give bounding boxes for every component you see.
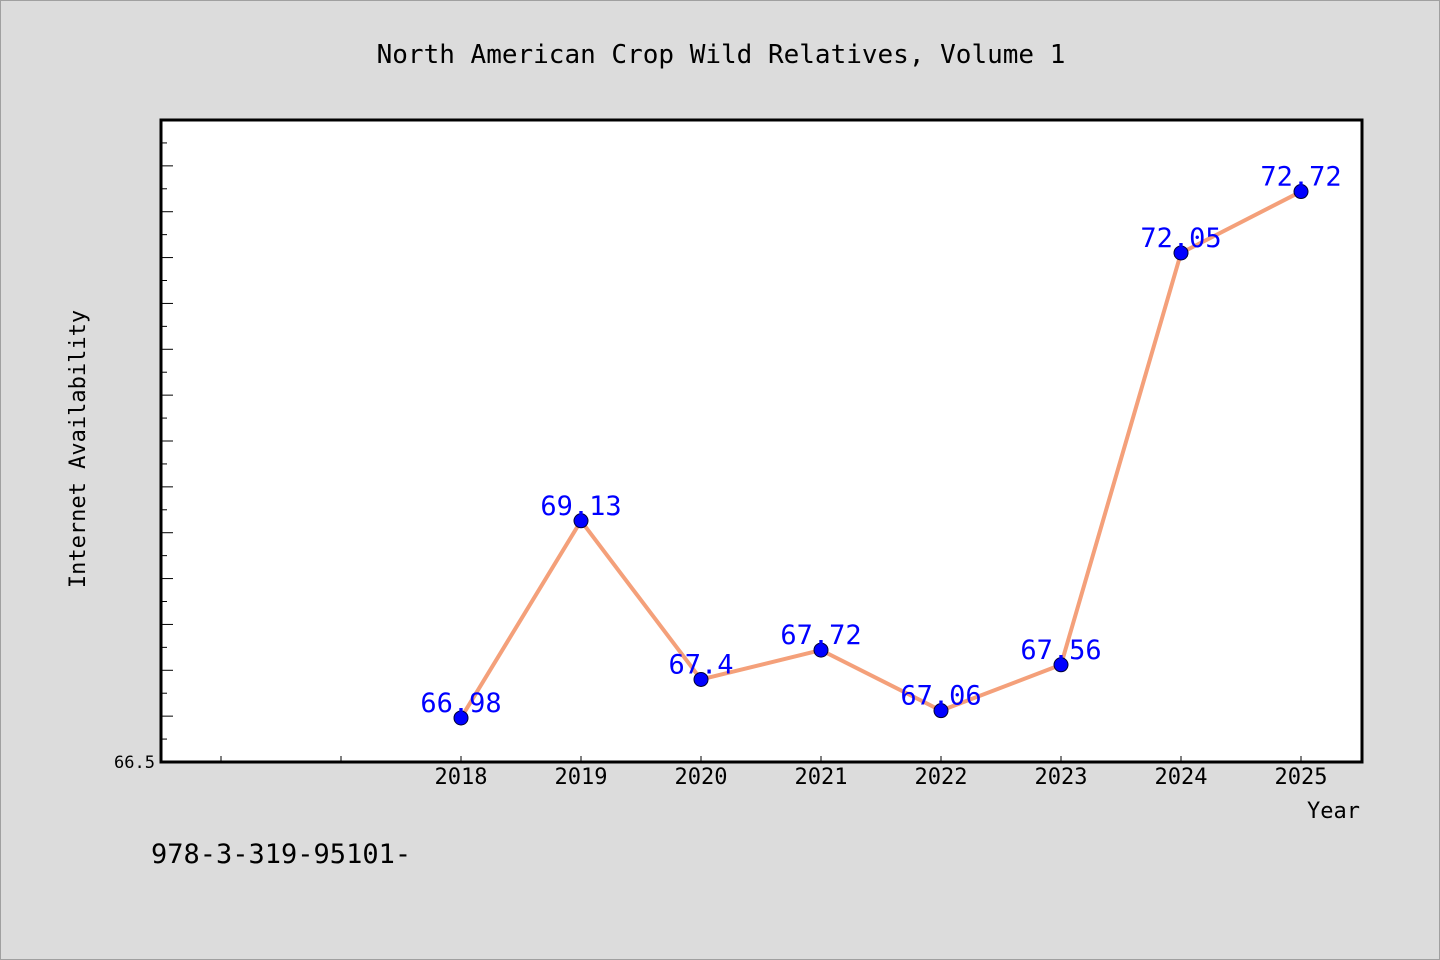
data-point bbox=[1173, 245, 1189, 261]
x-axis-tick-label: 2025 bbox=[1275, 765, 1328, 790]
x-axis-tick-label: 2024 bbox=[1155, 765, 1208, 790]
data-point bbox=[1293, 184, 1309, 200]
data-point bbox=[453, 710, 469, 726]
chart-title: North American Crop Wild Relatives, Volu… bbox=[377, 40, 1066, 70]
data-label: 67.72 bbox=[780, 620, 861, 651]
x-axis-label: Year bbox=[1307, 799, 1360, 824]
data-point bbox=[693, 671, 709, 687]
plot-area bbox=[159, 118, 1364, 764]
data-point bbox=[573, 513, 589, 529]
x-axis-tick-label: 2019 bbox=[555, 765, 608, 790]
y-axis-label: Internet Availability bbox=[66, 310, 91, 588]
y-axis-tick-labels: 66.5 bbox=[114, 753, 155, 773]
data-label: 67.4 bbox=[668, 649, 733, 680]
data-label: 72.72 bbox=[1260, 162, 1341, 193]
x-axis-tick-label: 2018 bbox=[435, 765, 488, 790]
data-label: 67.56 bbox=[1020, 635, 1101, 666]
series-1: 66.98 69.13 67.4 67.72 67.06 67.56 72.05 72.72 bbox=[420, 162, 1342, 726]
data-point bbox=[933, 703, 949, 719]
data-point bbox=[1053, 657, 1069, 673]
x-axis-tick-labels: 2018 2019 2020 2021 2022 2023 2024 2025 bbox=[435, 765, 1328, 790]
data-point bbox=[813, 642, 829, 658]
data-label: 69.13 bbox=[540, 491, 621, 522]
x-axis-tick-label: 2022 bbox=[915, 765, 968, 790]
x-axis-tick-label: 2021 bbox=[795, 765, 848, 790]
data-label: 67.06 bbox=[900, 681, 981, 712]
series-line bbox=[459, 189, 1302, 720]
x-axis-ticks bbox=[220, 756, 1302, 762]
x-axis-tick-label: 2023 bbox=[1035, 765, 1088, 790]
y-axis-tick-label: 66.5 bbox=[114, 753, 155, 773]
x-axis-tick-label: 2020 bbox=[675, 765, 728, 790]
data-label: 72.05 bbox=[1140, 223, 1221, 254]
isbn-footer-text: 978-3-319-95101- bbox=[151, 839, 411, 870]
data-label: 66.98 bbox=[420, 688, 501, 719]
y-axis-ticks bbox=[161, 119, 173, 763]
